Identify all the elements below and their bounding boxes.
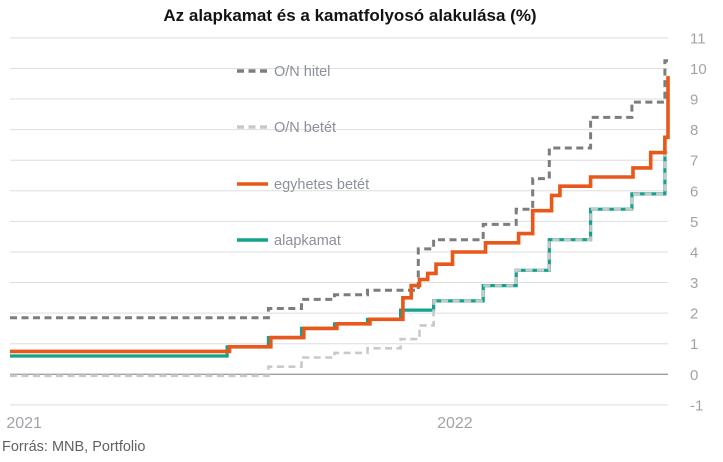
y-axis-label: 9: [690, 92, 698, 109]
y-axis-label: 10: [690, 61, 707, 78]
y-axis-label: 8: [690, 122, 698, 139]
legend-label-alapkamat: alapkamat: [274, 233, 341, 249]
y-axis-label: 7: [690, 153, 698, 170]
series-line-on_betet: [10, 151, 668, 378]
x-axis-label: 2021: [6, 415, 42, 432]
series-line-on_hitel: [10, 59, 668, 320]
y-axis-label: 4: [690, 244, 698, 261]
legend-label-on_hitel: O/N hitel: [274, 64, 330, 80]
legend-label-egyhetes_betet: egyhetes betét: [274, 177, 369, 193]
y-axis-label: 1: [690, 336, 698, 353]
y-axis-label: 2: [690, 306, 698, 323]
x-axis-label: 2022: [437, 415, 473, 432]
y-axis-label: -1: [690, 397, 703, 414]
y-axis-label: 11: [690, 30, 706, 47]
source-caption: Forrás: MNB, Portfolio: [2, 439, 146, 455]
y-axis-label: 0: [690, 367, 698, 384]
chart-title: Az alapkamat és a kamatfolyosó alakulása…: [163, 6, 537, 25]
y-axis-label: 3: [690, 275, 698, 292]
legend-label-on_betet: O/N betét: [274, 120, 336, 136]
y-axis-label: 6: [690, 183, 698, 200]
y-axis-label: 5: [690, 214, 698, 231]
series-line-egyhetes_betet: [10, 76, 670, 354]
